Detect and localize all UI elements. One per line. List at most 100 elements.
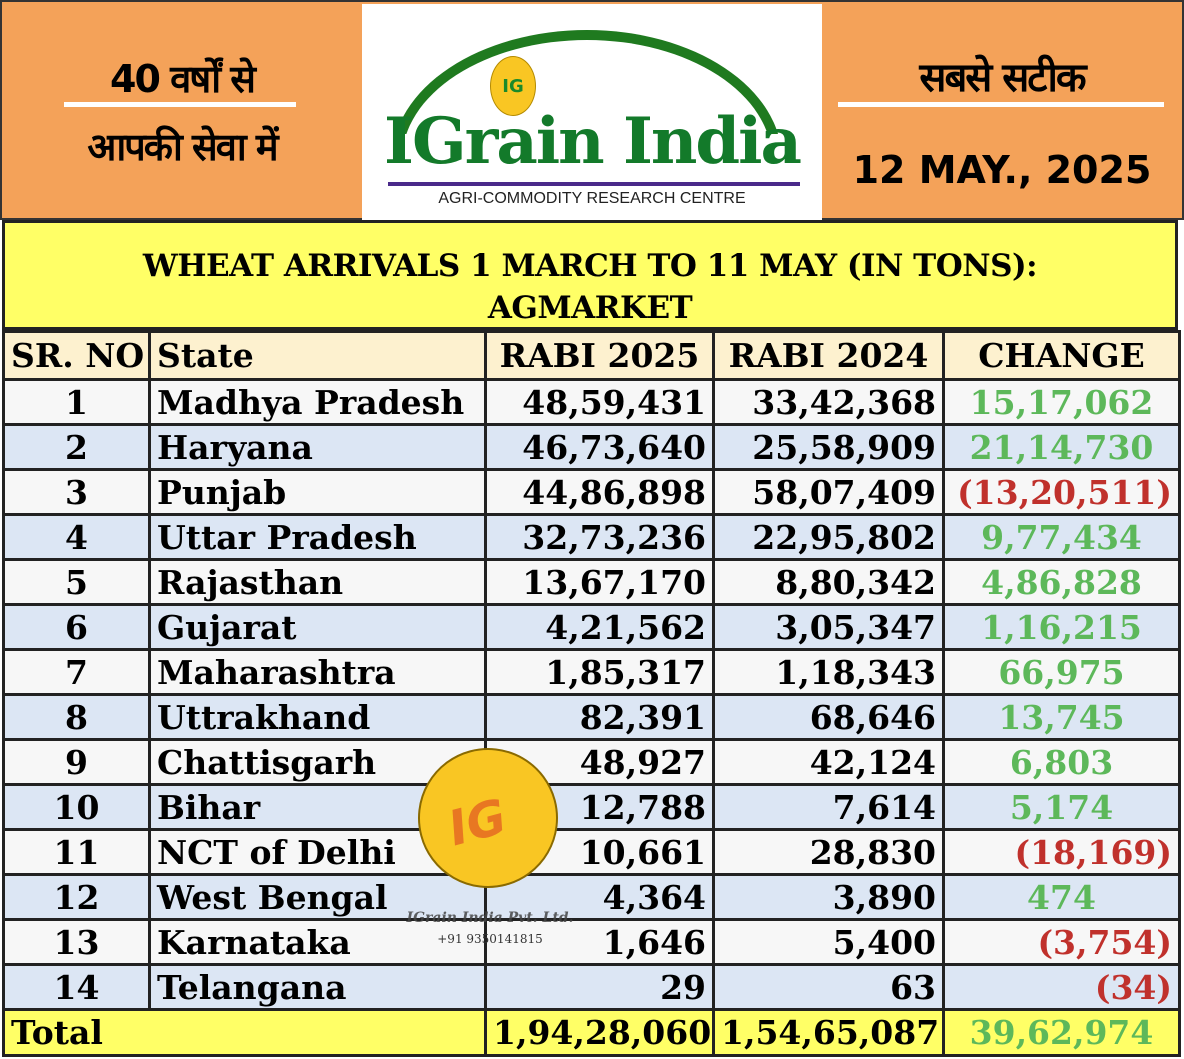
cell-rabi2024: 42,124 [712,738,945,786]
cell-rabi2024: 22,95,802 [712,513,945,561]
tagline-left: 40 वर्षों से आपकी सेवा में [2,2,362,220]
tagline-left-line1: 40 वर्षों से [110,57,256,101]
col-header-sr: SR. NO [2,330,151,381]
cell-rabi2024: 3,890 [712,873,945,921]
divider [838,102,1164,107]
cell-sr: 12 [2,873,151,921]
cell-change: 66,975 [942,648,1181,696]
cell-sr: 10 [2,783,151,831]
cell-state: Uttrakhand [148,693,487,741]
table-row: 8 Uttrakhand 82,391 68,646 13,745 [2,693,1181,741]
tagline-right: सबसे सटीक 12 MAY., 2025 [822,2,1182,220]
cell-sr: 11 [2,828,151,876]
igrain-logo: IG IGrain India AGRI-COMMODITY RESEARCH … [362,4,822,220]
cell-change: 13,745 [942,693,1181,741]
cell-rabi2025: 1,646 [484,918,715,966]
cell-state: Madhya Pradesh [148,378,487,426]
cell-change: 1,16,215 [942,603,1181,651]
cell-rabi2024: 33,42,368 [712,378,945,426]
cell-sr: 6 [2,603,151,651]
logo-tagline: AGRI-COMMODITY RESEARCH CENTRE [438,190,746,207]
cell-state: Punjab [148,468,487,516]
logo-underline [388,182,800,186]
cell-rabi2025: 46,73,640 [484,423,715,471]
cell-rabi2025: 82,391 [484,693,715,741]
col-header-change: CHANGE [942,330,1181,381]
cell-change: 474 [942,873,1181,921]
table-row: 4 Uttar Pradesh 32,73,236 22,95,802 9,77,434 [2,513,1181,561]
table-row: 13 Karnataka 1,646 5,400 (3,754) [2,918,1181,966]
cell-sr: 5 [2,558,151,606]
total-rabi2024: 1,54,65,087 [712,1008,945,1057]
table-row: 12 West Bengal 4,364 3,890 474 [2,873,1181,921]
wheat-arrivals-table: SR. NO State RABI 2025 RABI 2024 CHANGE … [2,330,1181,1057]
table-row: 9 Chattisgarh 48,927 42,124 6,803 [2,738,1181,786]
cell-rabi2025: 44,86,898 [484,468,715,516]
table-title-line1: WHEAT ARRIVALS 1 MARCH TO 11 MAY (IN TON… [142,248,1038,284]
table-row: 2 Haryana 46,73,640 25,58,909 21,14,730 [2,423,1181,471]
cell-rabi2024: 28,830 [712,828,945,876]
cell-sr: 4 [2,513,151,561]
total-row: Total 1,94,28,060 1,54,65,087 39,62,974 [2,1008,1181,1057]
table-row: 3 Punjab 44,86,898 58,07,409 (13,20,511) [2,468,1181,516]
cell-sr: 7 [2,648,151,696]
cell-sr: 2 [2,423,151,471]
cell-state: Rajasthan [148,558,487,606]
total-rabi2025: 1,94,28,060 [484,1008,715,1057]
col-header-state: State [148,330,487,381]
cell-change: 9,77,434 [942,513,1181,561]
tagline-left-line2: आपकी सेवा में [87,125,278,169]
cell-change: (13,20,511) [942,468,1181,516]
col-header-rabi2024: RABI 2024 [712,330,945,381]
divider [64,102,296,107]
cell-state: Uttar Pradesh [148,513,487,561]
table-row: 10 Bihar 12,788 7,614 5,174 [2,783,1181,831]
total-label: Total [2,1008,487,1057]
watermark-phone: +91 9350141815 [437,932,543,946]
cell-rabi2024: 1,18,343 [712,648,945,696]
cell-sr: 8 [2,693,151,741]
logo-badge-icon: IG [490,56,536,116]
cell-rabi2025: 1,85,317 [484,648,715,696]
cell-change: 21,14,730 [942,423,1181,471]
table-row: 1 Madhya Pradesh 48,59,431 33,42,368 15,17,0… [2,378,1181,426]
cell-rabi2025: 4,364 [484,873,715,921]
cell-rabi2024: 8,80,342 [712,558,945,606]
cell-state: Maharashtra [148,648,487,696]
cell-change: 5,174 [942,783,1181,831]
col-header-rabi2025: RABI 2025 [484,330,715,381]
total-change: 39,62,974 [942,1008,1181,1057]
cell-rabi2025: 13,67,170 [484,558,715,606]
table-row: 14 Telangana 29 63 (34) [2,963,1181,1011]
cell-sr: 13 [2,918,151,966]
cell-sr: 1 [2,378,151,426]
table-header-row: SR. NO State RABI 2025 RABI 2024 CHANGE [2,330,1181,381]
cell-rabi2024: 58,07,409 [712,468,945,516]
cell-rabi2025: 4,21,562 [484,603,715,651]
cell-rabi2025: 29 [484,963,715,1011]
cell-rabi2024: 25,58,909 [712,423,945,471]
cell-state: Gujarat [148,603,487,651]
cell-sr: 9 [2,738,151,786]
cell-rabi2024: 68,646 [712,693,945,741]
cell-state: Haryana [148,423,487,471]
watermark-badge: IG [442,788,513,858]
cell-change: 15,17,062 [942,378,1181,426]
cell-rabi2024: 5,400 [712,918,945,966]
cell-state: Karnataka [148,918,487,966]
table-row: 7 Maharashtra 1,85,317 1,18,343 66,975 [2,648,1181,696]
table-row: 11 NCT of Delhi 10,661 28,830 (18,169) [2,828,1181,876]
table-title: WHEAT ARRIVALS 1 MARCH TO 11 MAY (IN TON… [2,220,1178,330]
cell-change: (18,169) [942,828,1181,876]
cell-rabi2024: 3,05,347 [712,603,945,651]
cell-rabi2024: 63 [712,963,945,1011]
cell-rabi2024: 7,614 [712,783,945,831]
cell-change: 6,803 [942,738,1181,786]
cell-sr: 14 [2,963,151,1011]
table-row: 5 Rajasthan 13,67,170 8,80,342 4,86,828 [2,558,1181,606]
cell-change: (3,754) [942,918,1181,966]
cell-change: (34) [942,963,1181,1011]
header-banner: 40 वर्षों से आपकी सेवा में IG IGrain Ind… [0,0,1184,220]
watermark-company: IGrain India Pvt. Ltd. [406,910,574,926]
cell-change: 4,86,828 [942,558,1181,606]
